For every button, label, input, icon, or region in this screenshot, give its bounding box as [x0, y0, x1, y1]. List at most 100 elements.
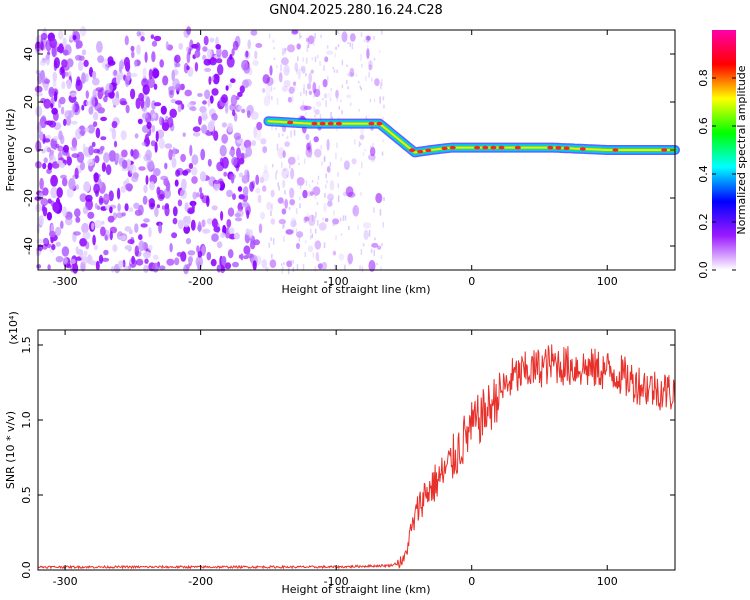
spectrogram-cell: [92, 111, 99, 121]
spectrogram-cell: [177, 219, 184, 230]
spectrogram-cell: [307, 212, 309, 218]
x-tick-label: -100: [324, 275, 349, 288]
spectrogram-cell: [302, 263, 305, 271]
spectrogram-cell: [262, 170, 270, 182]
spectrogram-cell: [197, 221, 202, 233]
spectrogram-cell: [165, 41, 169, 50]
spectrogram-cell: [107, 215, 115, 223]
spectrogram-cell: [169, 89, 174, 96]
spectrogram-cell: [360, 128, 365, 136]
spectrogram-cell: [118, 66, 123, 73]
spectrogram-cell: [81, 104, 85, 111]
spectrogram-cell: [365, 35, 370, 43]
colorbar-label: Normalized spectral amplitude: [735, 65, 748, 234]
spectrogram-cell: [225, 103, 229, 114]
spectrogram-cell: [144, 133, 150, 145]
spectrogram-cell: [361, 63, 363, 68]
spectrogram-cell: [326, 138, 330, 151]
spectrogram-cell: [100, 136, 107, 141]
spectrogram-cell: [70, 146, 77, 151]
spectrogram-cell: [90, 96, 96, 109]
spectrogram-cell: [336, 142, 338, 148]
spectrogram-cell: [209, 37, 215, 43]
spectrogram-cell: [275, 127, 277, 130]
spectrogram-cell: [340, 233, 343, 236]
y-tick-label: 40: [22, 47, 35, 61]
spectrogram-cell: [296, 43, 301, 50]
spectrogram-cell: [226, 56, 235, 68]
spectrogram-cell: [207, 158, 212, 167]
spectrogram-cell: [287, 135, 289, 138]
spectrogram-cell: [235, 95, 240, 100]
spectrogram-cell: [308, 90, 312, 96]
spectrogram-cell: [70, 92, 77, 98]
spectrogram-cell: [316, 202, 319, 205]
spectrogram-cell: [43, 138, 51, 143]
spectrogram-cell: [82, 143, 86, 155]
spectrogram-cell: [361, 266, 364, 273]
spectrogram-cell: [263, 95, 271, 107]
spectrogram-x-ticks: -300 -200 -100 0 100: [53, 30, 618, 288]
spectrogram-cell: [292, 259, 294, 264]
spectrogram-cell: [347, 72, 355, 77]
spectrogram-cell: [362, 243, 365, 247]
spectrogram-cell: [152, 254, 159, 260]
spectrogram-cell: [271, 123, 273, 131]
spectrogram-cell: [284, 198, 289, 209]
spectrogram-cell: [249, 181, 255, 192]
spectrogram-cell: [312, 82, 317, 94]
spectrogram-cell: [304, 240, 307, 244]
spectrogram-cell: [308, 190, 310, 197]
spectrogram-cell: [365, 36, 367, 41]
spectrogram-cell: [49, 37, 57, 49]
spectrogram-cell: [373, 98, 376, 103]
ridge-peak: [376, 121, 383, 126]
spectrogram-cell: [103, 152, 110, 163]
spectrogram-cell: [117, 260, 124, 269]
spectrogram-cell: [314, 148, 322, 158]
spectrogram-cell: [190, 106, 197, 112]
spectrogram-ridge: [263, 116, 680, 158]
spectrogram-cell: [134, 223, 139, 234]
spectrogram-cell: [64, 44, 72, 56]
spectrogram-cell: [55, 143, 60, 148]
spectrogram-cell: [103, 194, 110, 201]
spectrogram-cell: [305, 180, 308, 186]
spectrogram-cell: [66, 79, 72, 90]
spectrogram-cell: [380, 255, 383, 260]
spectrogram-cell: [97, 107, 105, 114]
spectrogram-cell: [140, 97, 145, 109]
spectrogram-cell: [62, 37, 67, 48]
spectrogram-cell: [339, 217, 342, 222]
spectrogram-cell: [124, 226, 132, 232]
spectrogram-cell: [232, 193, 236, 201]
spectrogram-cell: [319, 113, 322, 121]
spectrogram-cell: [53, 57, 61, 69]
spectrogram-cell: [324, 155, 326, 163]
spectrogram-cell: [273, 47, 275, 50]
spectrogram-cell: [364, 149, 366, 152]
spectrogram-cell: [318, 85, 321, 90]
spectrogram-cell: [308, 72, 313, 84]
spectrogram-cell: [105, 82, 113, 94]
spectrogram-cell: [366, 48, 370, 60]
spectrogram-cell: [294, 219, 296, 226]
spectrogram-cell: [320, 145, 323, 150]
spectrogram-cell: [63, 118, 67, 126]
spectrogram-cell: [167, 116, 174, 128]
spectrogram-cell: [347, 86, 349, 90]
spectrogram-cell: [246, 253, 254, 259]
spectrogram-cell: [197, 93, 203, 97]
spectrogram-cell: [117, 203, 121, 212]
spectrogram-cell: [118, 235, 127, 241]
spectrogram-cell: [262, 146, 268, 154]
spectrogram-cell: [53, 91, 58, 102]
spectrogram-cell: [42, 237, 49, 245]
spectrogram-cell: [91, 141, 96, 147]
spectrogram-cell: [217, 64, 224, 76]
spectrogram-cell: [43, 78, 51, 85]
spectrogram-cell: [358, 141, 361, 147]
spectrogram-cell: [68, 110, 74, 118]
spectrogram-cell: [371, 65, 373, 69]
